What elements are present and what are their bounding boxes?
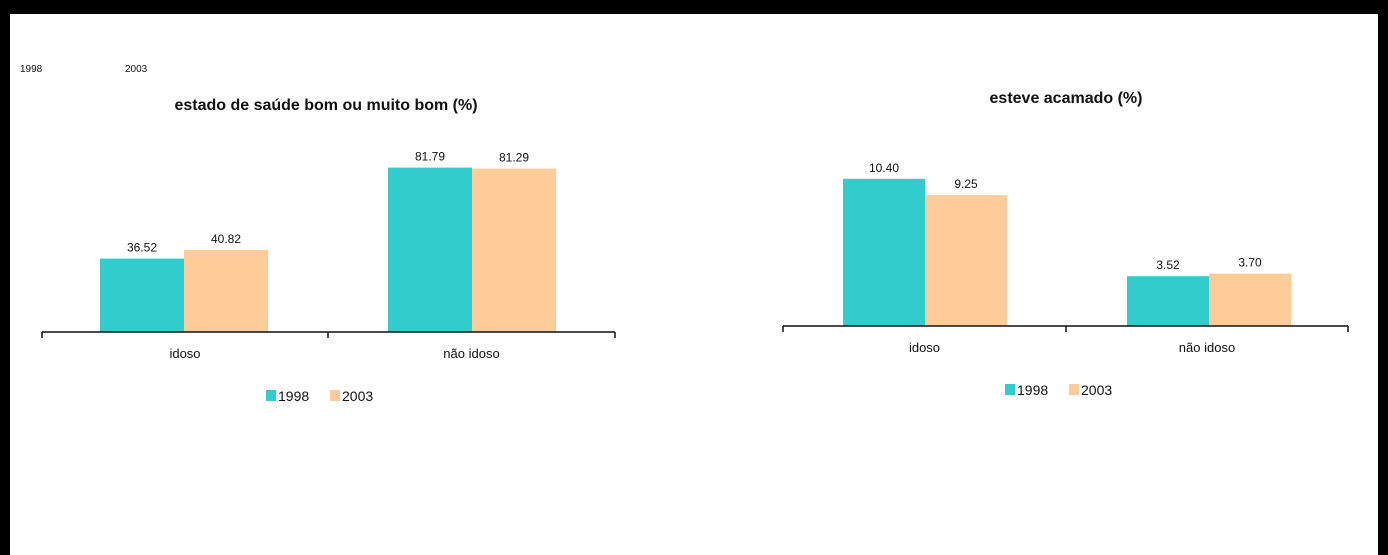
data-label: 81.79 (415, 150, 445, 164)
legend-label: 2003 (1081, 382, 1112, 398)
legend-swatch-1998 (266, 390, 276, 401)
data-label: 9.25 (954, 177, 978, 191)
data-label: 81.29 (499, 151, 529, 165)
bar-1998-nao-idoso (388, 167, 472, 332)
legend-swatch-2003 (330, 390, 340, 401)
legend-swatch-1998 (1005, 384, 1015, 395)
data-label: 3.70 (1238, 256, 1262, 270)
header-year-2003: 2003 (125, 64, 148, 75)
chart-title: esteve acamado (%) (990, 90, 1143, 107)
bar-1998-nao-idoso (1127, 276, 1209, 326)
chart-esteve-acamado: esteve acamado (%) 10.40 9.25 3.52 3.70 idoso… (782, 90, 1349, 398)
header-year-1998: 1998 (20, 64, 43, 75)
bar-2003-idoso (184, 249, 268, 332)
chart-title: estado de saúde bom ou muito bom (%) (174, 97, 477, 114)
data-label: 3.52 (1156, 258, 1180, 272)
page-background: 1998 2003 estado de saúde bom ou muito b… (10, 14, 1378, 555)
chart-estado-de-saude: estado de saúde bom ou muito bom (%) 36.5… (41, 97, 616, 404)
bar-1998-idoso (100, 258, 184, 332)
category-label: não idoso (1179, 340, 1235, 355)
legend-label: 2003 (342, 388, 373, 404)
data-label: 40.82 (211, 232, 241, 246)
bar-2003-idoso (925, 195, 1007, 326)
category-label: idoso (169, 346, 200, 361)
legend-swatch-2003 (1069, 384, 1079, 395)
bar-2003-nao-idoso (1209, 273, 1291, 326)
bar-1998-idoso (843, 178, 925, 326)
category-label: não idoso (443, 346, 499, 361)
legend-label: 1998 (278, 388, 309, 404)
data-label: 36.52 (127, 241, 157, 255)
bar-2003-nao-idoso (472, 168, 556, 332)
legend-label: 1998 (1017, 382, 1048, 398)
category-label: idoso (909, 340, 940, 355)
data-label: 10.40 (869, 161, 899, 175)
